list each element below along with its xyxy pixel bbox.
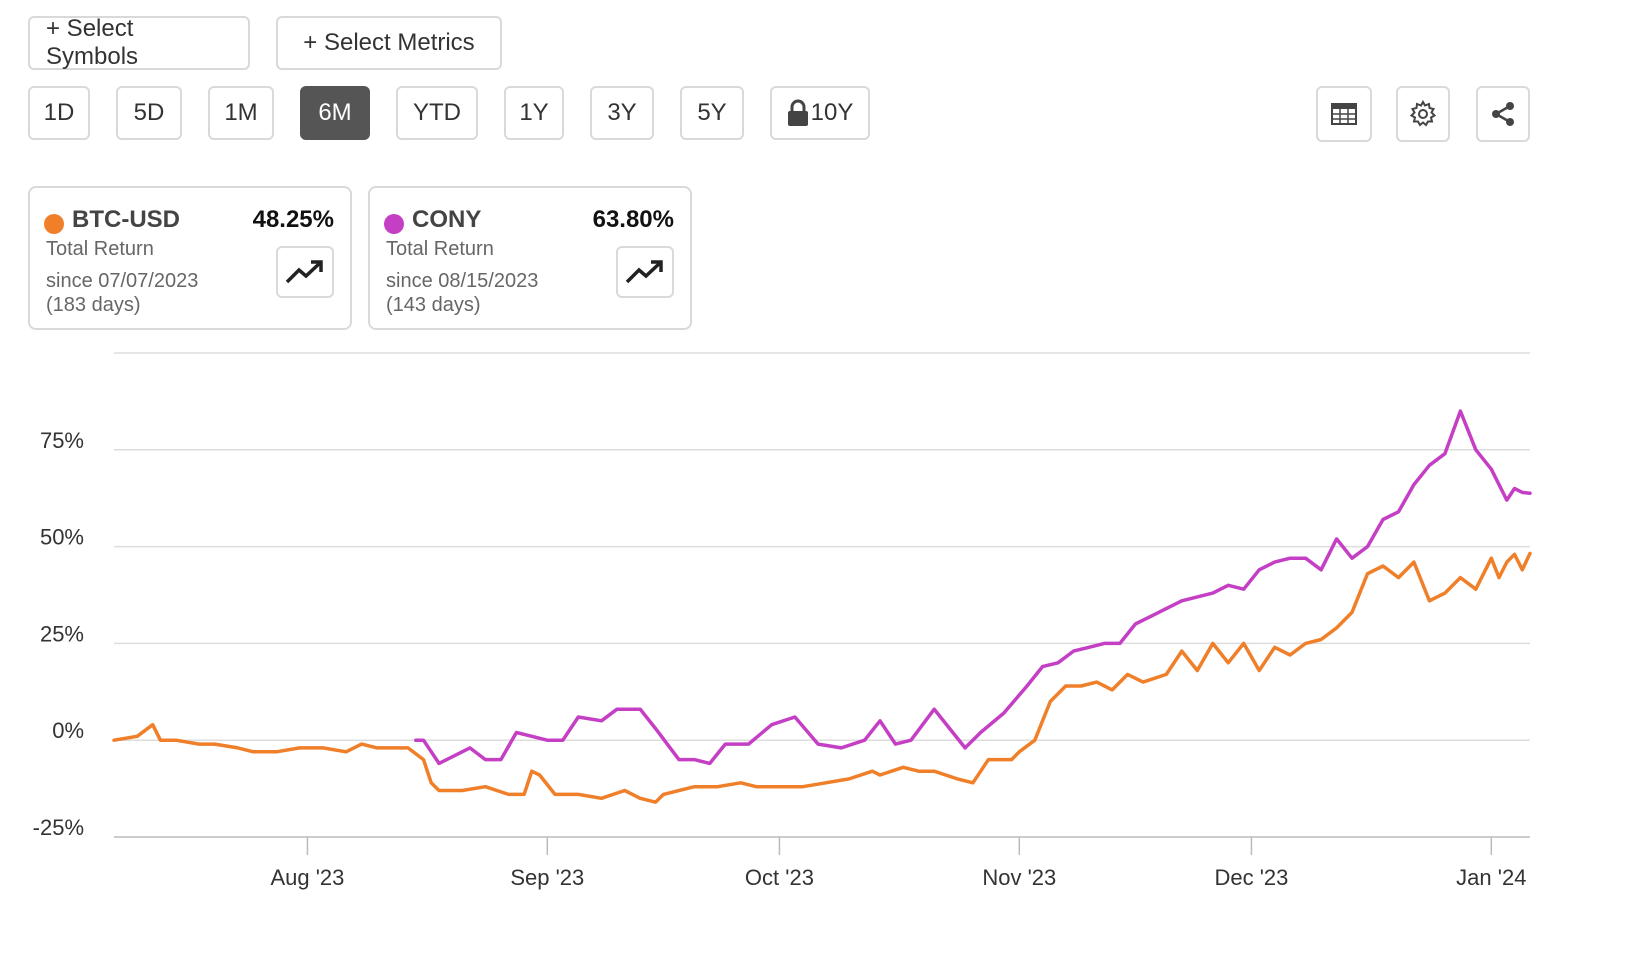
card-since-date: since 07/07/2023 — [46, 270, 199, 292]
range-button-3y[interactable]: 3Y — [590, 86, 654, 140]
select-symbols-button[interactable]: + Select Symbols — [28, 15, 250, 70]
card-return-value: 48.25% — [252, 206, 334, 233]
x-tick-label: Sep '23 — [510, 865, 584, 890]
card-since-date: since 08/15/2023 — [386, 270, 539, 292]
share-icon — [1492, 102, 1514, 126]
trend-button[interactable] — [276, 246, 334, 298]
settings-button[interactable] — [1396, 86, 1450, 142]
series-line-cony — [414, 409, 1532, 766]
trend-button[interactable] — [616, 246, 674, 298]
table-view-button[interactable] — [1316, 86, 1372, 142]
y-tick-label: 75% — [40, 428, 84, 453]
lock-icon — [787, 99, 808, 126]
symbol-card-btc-usd[interactable]: BTC-USD 48.25% Total Return since 07/07/… — [28, 186, 352, 330]
y-tick-label: 50% — [40, 525, 84, 550]
select-metrics-button[interactable]: + Select Metrics — [276, 16, 502, 70]
card-day-count: (143 days) — [386, 294, 481, 316]
cony-color-dot — [384, 214, 404, 234]
y-tick-label: -25% — [33, 815, 84, 840]
y-tick-label: 25% — [40, 621, 84, 646]
range-button-10y[interactable]: 10Y — [770, 86, 870, 140]
card-return-value: 63.80% — [592, 206, 674, 233]
y-tick-label: 0% — [52, 718, 84, 743]
card-symbol: BTC-USD — [72, 206, 180, 233]
x-tick-label: Jan '24 — [1456, 865, 1526, 890]
card-return-label: Total Return — [386, 238, 494, 260]
range-button-1y[interactable]: 1Y — [504, 86, 564, 140]
range-button-5d[interactable]: 5D — [116, 86, 182, 140]
series-line-btc-usd — [112, 551, 1532, 804]
range-button-1m[interactable]: 1M — [208, 86, 274, 140]
performance-chart: 75% 50% 25% 0% -25% Aug '23 Sep '23 Oct '23 Nov… — [33, 352, 1532, 890]
card-symbol: CONY — [412, 206, 482, 233]
gear-icon — [1409, 100, 1437, 127]
x-tick-label: Oct '23 — [745, 865, 814, 890]
range-button-6m[interactable]: 6M — [300, 86, 370, 140]
range-label-10y: 10Y — [810, 99, 854, 126]
range-button-5y[interactable]: 5Y — [680, 86, 744, 140]
share-button[interactable] — [1476, 86, 1530, 142]
x-tick-label: Aug '23 — [270, 865, 344, 890]
trending-up-icon — [285, 260, 323, 284]
symbol-card-cony[interactable]: CONY 63.80% Total Return since 08/15/202… — [368, 186, 692, 330]
btc-color-dot — [44, 214, 64, 234]
card-day-count: (183 days) — [46, 294, 141, 316]
range-button-ytd[interactable]: YTD — [396, 86, 478, 140]
trending-up-icon — [625, 260, 663, 284]
table-icon — [1331, 103, 1357, 125]
range-button-1d[interactable]: 1D — [28, 86, 90, 140]
x-tick-label: Dec '23 — [1214, 865, 1288, 890]
card-return-label: Total Return — [46, 238, 154, 260]
x-tick-label: Nov '23 — [982, 865, 1056, 890]
